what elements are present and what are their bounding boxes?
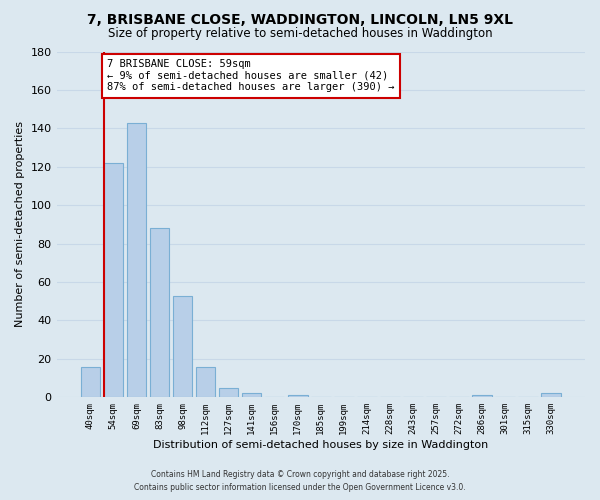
Bar [149, 228, 169, 398]
X-axis label: Distribution of semi-detached houses by size in Waddington: Distribution of semi-detached houses by … [153, 440, 488, 450]
Y-axis label: Number of semi-detached properties: Number of semi-detached properties [15, 122, 25, 328]
Bar [196, 366, 215, 398]
Bar [219, 388, 238, 398]
Bar [288, 396, 308, 398]
Bar [127, 122, 146, 398]
Text: Contains HM Land Registry data © Crown copyright and database right 2025.
Contai: Contains HM Land Registry data © Crown c… [134, 470, 466, 492]
Bar [472, 396, 492, 398]
Text: Size of property relative to semi-detached houses in Waddington: Size of property relative to semi-detach… [107, 28, 493, 40]
Bar [242, 394, 262, 398]
Bar [541, 394, 561, 398]
Bar [80, 366, 100, 398]
Text: 7, BRISBANE CLOSE, WADDINGTON, LINCOLN, LN5 9XL: 7, BRISBANE CLOSE, WADDINGTON, LINCOLN, … [87, 12, 513, 26]
Bar [173, 296, 193, 398]
Text: 7 BRISBANE CLOSE: 59sqm
← 9% of semi-detached houses are smaller (42)
87% of sem: 7 BRISBANE CLOSE: 59sqm ← 9% of semi-det… [107, 59, 395, 92]
Bar [104, 163, 123, 398]
